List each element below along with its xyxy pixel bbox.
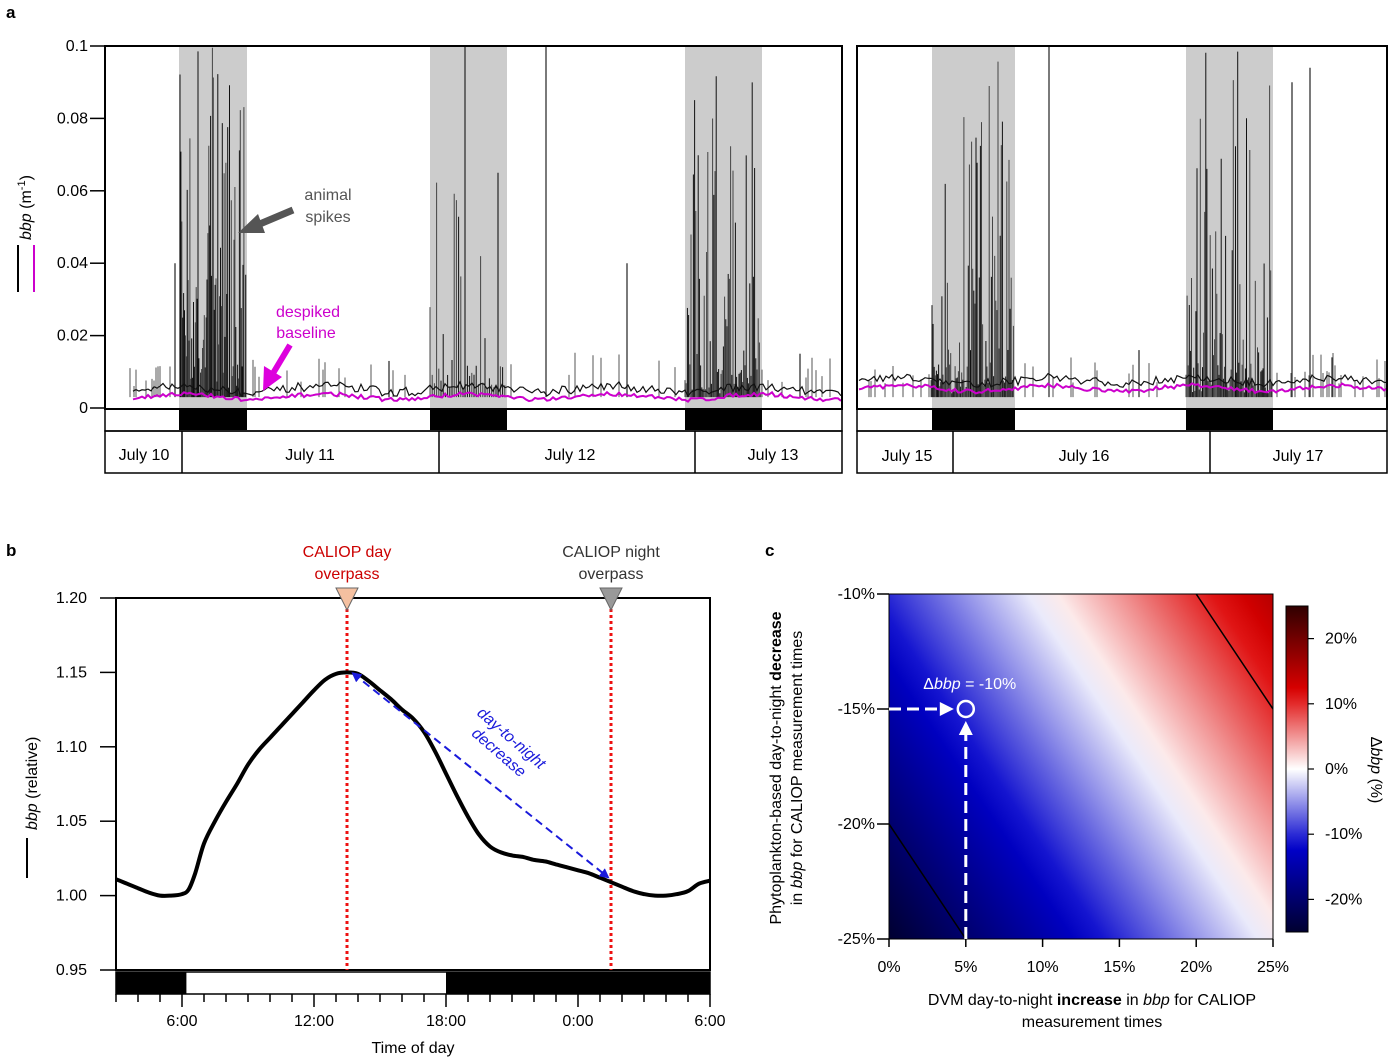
night-bar-b [446, 972, 710, 994]
colorbar [1285, 605, 1309, 933]
panel-b-ylabel-text: bbp (relative) [24, 737, 41, 830]
colorbar-tick-label: 20% [1325, 631, 1357, 648]
panel-c-ylabel-line1: Phytoplankton-based day-to-night decreas… [768, 611, 785, 924]
y-tick-label-a: 0.06 [57, 183, 88, 200]
caliop-night-overpass-marker [599, 587, 623, 612]
x-tick-label-b: 6:00 [694, 1013, 725, 1030]
y-tick-label-a: 0.02 [57, 328, 88, 345]
bbp-noise-line [858, 372, 1387, 388]
y-tick-label-b: 1.05 [56, 813, 87, 830]
date-label-july-15: July 15 [882, 448, 933, 465]
x-tick-label-b: 18:00 [426, 1013, 466, 1030]
colorbar-label: Δbbp (%) [1367, 737, 1384, 804]
x-tick-label-b: 6:00 [166, 1013, 197, 1030]
date-label-july-11: July 11 [285, 447, 335, 464]
caliop-night-overpass-label-2: overpass [579, 566, 644, 583]
panel-b: b 0.95 1.00 1.05 1.10 1.15 1.20 6:00 12:00 18:0… [6, 541, 726, 1057]
highlight-arrowhead-vertical [958, 721, 973, 735]
y-tick-label-b: 1.00 [56, 888, 87, 905]
caliop-day-overpass-label-1: CALIOP day [303, 544, 392, 561]
y-tick-label-a: 0.08 [57, 110, 88, 127]
y-tick-label-c: -10% [838, 586, 875, 603]
night-bar [932, 410, 1015, 430]
panel-c-ylabel-line2: in bbp for CALIOP measurement times [789, 631, 806, 906]
highlight-point [956, 699, 976, 719]
heatmap [889, 594, 1273, 939]
panel-b-xlabel: Time of day [372, 1040, 455, 1057]
night-bar [685, 410, 762, 430]
panel-a-ylabel-text: bbp (m-1) [16, 175, 35, 240]
x-tick-label-c: 15% [1103, 959, 1135, 976]
y-tick-label-c: -25% [838, 931, 875, 948]
panel-letter-b: b [6, 541, 16, 560]
annotation-animal-spikes: animal spikes [238, 187, 352, 233]
y-tick-label-a: 0.1 [66, 38, 88, 55]
highlight-label: Δbbp = -10% [923, 676, 1016, 693]
caliop-night-overpass-label-1: CALIOP night [562, 544, 660, 561]
y-tick-label-a: 0 [79, 400, 88, 417]
x-tick-label-c: 10% [1027, 959, 1059, 976]
night-shade [1186, 46, 1273, 408]
x-tick-label-c: 25% [1257, 959, 1289, 976]
caliop-day-overpass-label-2: overpass [315, 566, 380, 583]
contour-line [889, 822, 967, 939]
x-tick-label-c: 0% [877, 959, 900, 976]
date-label-july-12: July 12 [545, 447, 596, 464]
date-label-july-16: July 16 [1059, 448, 1110, 465]
despiked-baseline-line [132, 390, 842, 403]
svg-text:animal: animal [304, 187, 351, 204]
x-tick-label-b: 0:00 [562, 1013, 593, 1030]
annotation-despiked-baseline: despiked baseline [263, 304, 340, 391]
panel-a-left-date-row [104, 430, 843, 474]
y-tick-label-b: 1.20 [56, 590, 87, 607]
panel-b-ylabel: bbp (relative) [24, 737, 41, 878]
panel-a-left-plot: July 10 July 11 July 12 July 13 0 0.02 0.0… [57, 38, 843, 474]
panel-a-ylabel: bbp (m-1) [16, 175, 35, 292]
contour-line [1195, 594, 1273, 711]
colorbar-tick-label: -10% [1325, 826, 1362, 843]
day-to-night-decrease-arrow [351, 672, 610, 879]
date-label-july-13: July 13 [748, 447, 799, 464]
y-tick-label-a: 0.04 [57, 255, 88, 272]
colorbar-tick-label: 10% [1325, 696, 1357, 713]
bbp-noise-line [132, 380, 842, 398]
night-bar [430, 410, 507, 430]
bbp-relative-curve [115, 670, 711, 898]
day-to-night-decrease-label: day-to-night decrease [468, 704, 549, 781]
panel-a-right-plot: July 15 July 16 July 17 [856, 45, 1388, 474]
x-tick-label-c: 20% [1180, 959, 1212, 976]
x-tick-label-c: 5% [954, 959, 977, 976]
highlight-arrowhead-horizontal [939, 702, 954, 716]
y-tick-label-b: 1.15 [56, 664, 87, 681]
x-tick-label-b: 12:00 [294, 1013, 334, 1030]
despiked-baseline-arrow [269, 343, 293, 377]
panel-b-frame [115, 597, 711, 971]
colorbar-tick-label: 0% [1325, 761, 1348, 778]
y-tick-label-c: -15% [838, 701, 875, 718]
despiked-baseline-line [858, 382, 1387, 395]
date-label-july-17: July 17 [1273, 448, 1324, 465]
svg-text:baseline: baseline [276, 325, 336, 342]
night-bar-b [116, 972, 187, 994]
colorbar-tick-label: -20% [1325, 891, 1362, 908]
date-label-july-10: July 10 [119, 447, 170, 464]
panel-c-xlabel-line2: measurement times [1022, 1014, 1163, 1031]
panel-c: c 0% 5% 10% 15% 20% 25% -10% -15% -20% -25% Δbbp… [765, 541, 1384, 1031]
panel-a: a July 10 July 11 July 12 July 13 0 0.02 0… [6, 3, 1388, 474]
caliop-day-overpass-marker [335, 587, 359, 612]
panel-c-xlabel-line1: DVM day-to-night increase in bbp for CAL… [928, 992, 1256, 1009]
panel-a-right-date-row [856, 430, 1388, 474]
panel-letter-a: a [6, 3, 16, 22]
night-bar [1186, 410, 1273, 430]
y-tick-label-b: 0.95 [56, 962, 87, 979]
night-shade [430, 46, 507, 408]
night-bar [179, 410, 247, 430]
heatmap-frame [888, 593, 1274, 940]
svg-text:despiked: despiked [276, 304, 340, 321]
y-tick-label-c: -20% [838, 816, 875, 833]
panel-letter-c: c [765, 541, 774, 560]
svg-text:spikes: spikes [305, 209, 350, 226]
y-tick-label-b: 1.10 [56, 739, 87, 756]
